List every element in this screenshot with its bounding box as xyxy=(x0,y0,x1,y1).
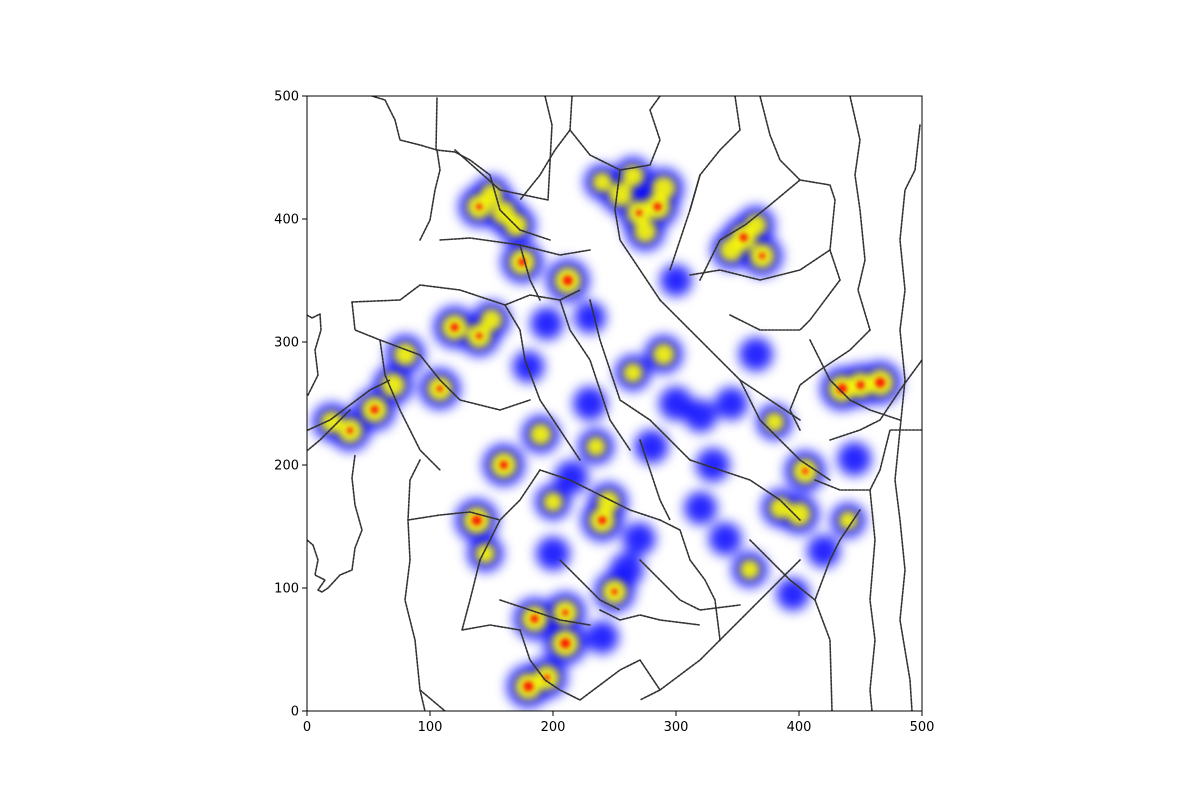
hotspot-10-body xyxy=(621,164,644,187)
hotspot-8-core xyxy=(653,202,662,211)
hotspot-62-halo xyxy=(573,301,606,334)
hotspot-24-core xyxy=(476,332,483,339)
hotspot-52-halo xyxy=(659,386,693,421)
hotspot-63-halo xyxy=(738,337,773,372)
hotspot-22-core xyxy=(436,385,443,392)
hotspot-65-body xyxy=(838,510,858,530)
plot-frame xyxy=(306,95,923,712)
hotspot-29-core xyxy=(530,614,539,623)
hotspot-71-halo xyxy=(512,350,545,383)
hotspot-18-core xyxy=(347,427,354,434)
x-tick-label: 400 xyxy=(787,720,812,735)
hotspot-66-halo xyxy=(837,441,872,476)
hotspot-26-core xyxy=(499,461,508,469)
hotspot-9-body xyxy=(651,176,676,201)
hotspot-39-body xyxy=(586,436,607,457)
region-boundaries xyxy=(307,96,922,711)
density-layer-high xyxy=(347,202,886,692)
hotspot-37-body xyxy=(543,491,563,512)
x-tick-label: 300 xyxy=(664,720,689,735)
hotspot-50-halo xyxy=(695,448,730,482)
y-tick-label: 300 xyxy=(274,336,299,351)
hotspot-53-halo xyxy=(714,387,748,420)
hotspot-11-body xyxy=(633,219,657,243)
hotspot-35-core xyxy=(598,516,607,525)
y-axis: 0 100 200 300 400 500 xyxy=(274,90,307,720)
hotspot-69-halo xyxy=(585,620,619,654)
hotspot-25-body xyxy=(480,308,503,331)
x-tick-label: 500 xyxy=(910,720,935,735)
hotspot-61-halo xyxy=(660,264,692,297)
hotspot-34-core xyxy=(611,588,618,595)
hotspot-30-core xyxy=(562,609,569,616)
hotspot-27-core xyxy=(471,515,482,526)
x-axis: 0 100 200 300 400 500 xyxy=(303,711,935,735)
y-tick-label: 500 xyxy=(274,90,299,105)
hotspot-19-core xyxy=(370,405,379,414)
y-tick-label: 0 xyxy=(291,705,299,720)
hotspot-16-body xyxy=(744,214,767,237)
x-tick-label: 100 xyxy=(418,720,443,735)
hotspot-41-body xyxy=(622,362,643,383)
hotspot-12-body xyxy=(592,172,613,193)
hotspot-54-halo xyxy=(634,429,669,464)
hotspot-5-core xyxy=(562,275,573,286)
hotspot-44-body xyxy=(769,497,792,520)
hotspot-67-halo xyxy=(776,577,810,611)
hotspot-42-core xyxy=(802,468,809,475)
hotspot-15-body xyxy=(719,237,744,262)
hotspot-23-core xyxy=(450,323,459,332)
hotspot-48-core xyxy=(875,377,886,388)
hotspot-64-halo xyxy=(807,534,841,568)
hotspot-14-core xyxy=(759,252,766,259)
hotspot-43-body xyxy=(787,502,811,527)
hotspot-2-body xyxy=(480,183,503,206)
x-tick-label: 200 xyxy=(541,720,566,735)
x-tick-label: 0 xyxy=(303,720,311,735)
hotspot-38-body xyxy=(529,423,552,446)
hotspot-49-body xyxy=(739,559,760,580)
hotspot-56-halo xyxy=(609,552,644,587)
hotspot-28-body xyxy=(475,543,496,564)
hotspot-46-core xyxy=(837,383,848,394)
hotspot-40-body xyxy=(652,343,675,366)
hotspot-32-core xyxy=(523,681,534,692)
hotspot-47-core xyxy=(856,381,865,390)
hotspot-0-core xyxy=(476,203,483,210)
hotspot-59-halo xyxy=(572,386,607,421)
hotspot-57-halo xyxy=(622,522,656,556)
hotspot-6-body xyxy=(608,182,633,207)
hotspot-55-halo xyxy=(684,491,718,525)
y-tick-label: 400 xyxy=(274,213,299,228)
density-layer-low xyxy=(312,156,902,708)
hotspot-45-body xyxy=(764,411,785,432)
y-tick-label: 200 xyxy=(274,459,299,474)
hotspot-7-core xyxy=(636,209,643,216)
hotspot-17-body xyxy=(320,410,343,433)
hotspot-58-halo xyxy=(708,522,742,556)
y-tick-label: 100 xyxy=(274,582,299,597)
hotspot-31-core xyxy=(560,638,571,649)
hotspot-13-core xyxy=(739,233,748,242)
hotspot-70-halo xyxy=(530,307,564,341)
hotspot-21-body xyxy=(393,342,417,366)
hotspot-36-body xyxy=(596,490,620,514)
